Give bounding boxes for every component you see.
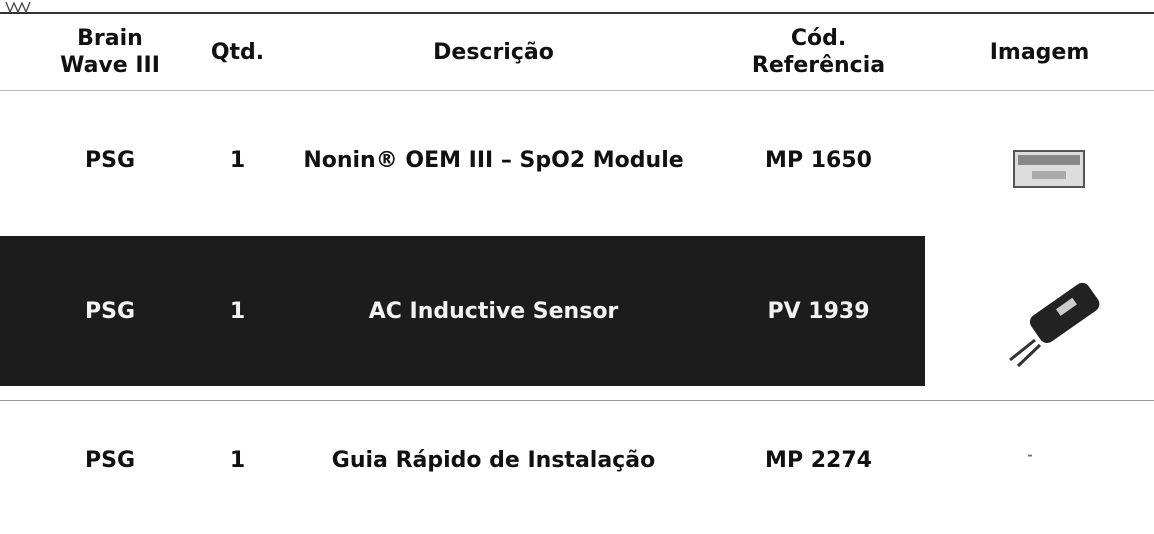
table-cell: 1: [229, 447, 246, 473]
table-cell: PV 1939: [767, 298, 870, 324]
header-rule: [0, 90, 1154, 91]
table-cell: Nonin® OEM III – SpO2 Module: [303, 147, 684, 173]
header-cell: Brain Wave III: [60, 26, 160, 78]
oem-module-image: [1013, 150, 1085, 188]
row-rule: [0, 400, 1154, 401]
table-cell: MP 2274: [765, 447, 872, 473]
table-cell: 1: [229, 298, 246, 324]
header-cell: Cód. Referência: [751, 26, 886, 78]
sensor-image: [1009, 282, 1100, 368]
table-cell: MP 1650: [765, 147, 872, 173]
header-cell: Descrição: [433, 39, 554, 65]
header-cell: Imagem: [989, 39, 1090, 65]
top-rule: [0, 12, 1154, 14]
table-cell: AC Inductive Sensor: [368, 298, 619, 324]
highlight-row: [0, 236, 925, 386]
table-cell: PSG: [84, 298, 136, 324]
table-cell: Guia Rápido de Instalação: [331, 447, 656, 473]
table-cell: 1: [229, 147, 246, 173]
table-cell: PSG: [84, 447, 136, 473]
table-cell: PSG: [84, 147, 136, 173]
speck: -: [1027, 447, 1033, 462]
header-cell: Qtd.: [210, 39, 265, 65]
